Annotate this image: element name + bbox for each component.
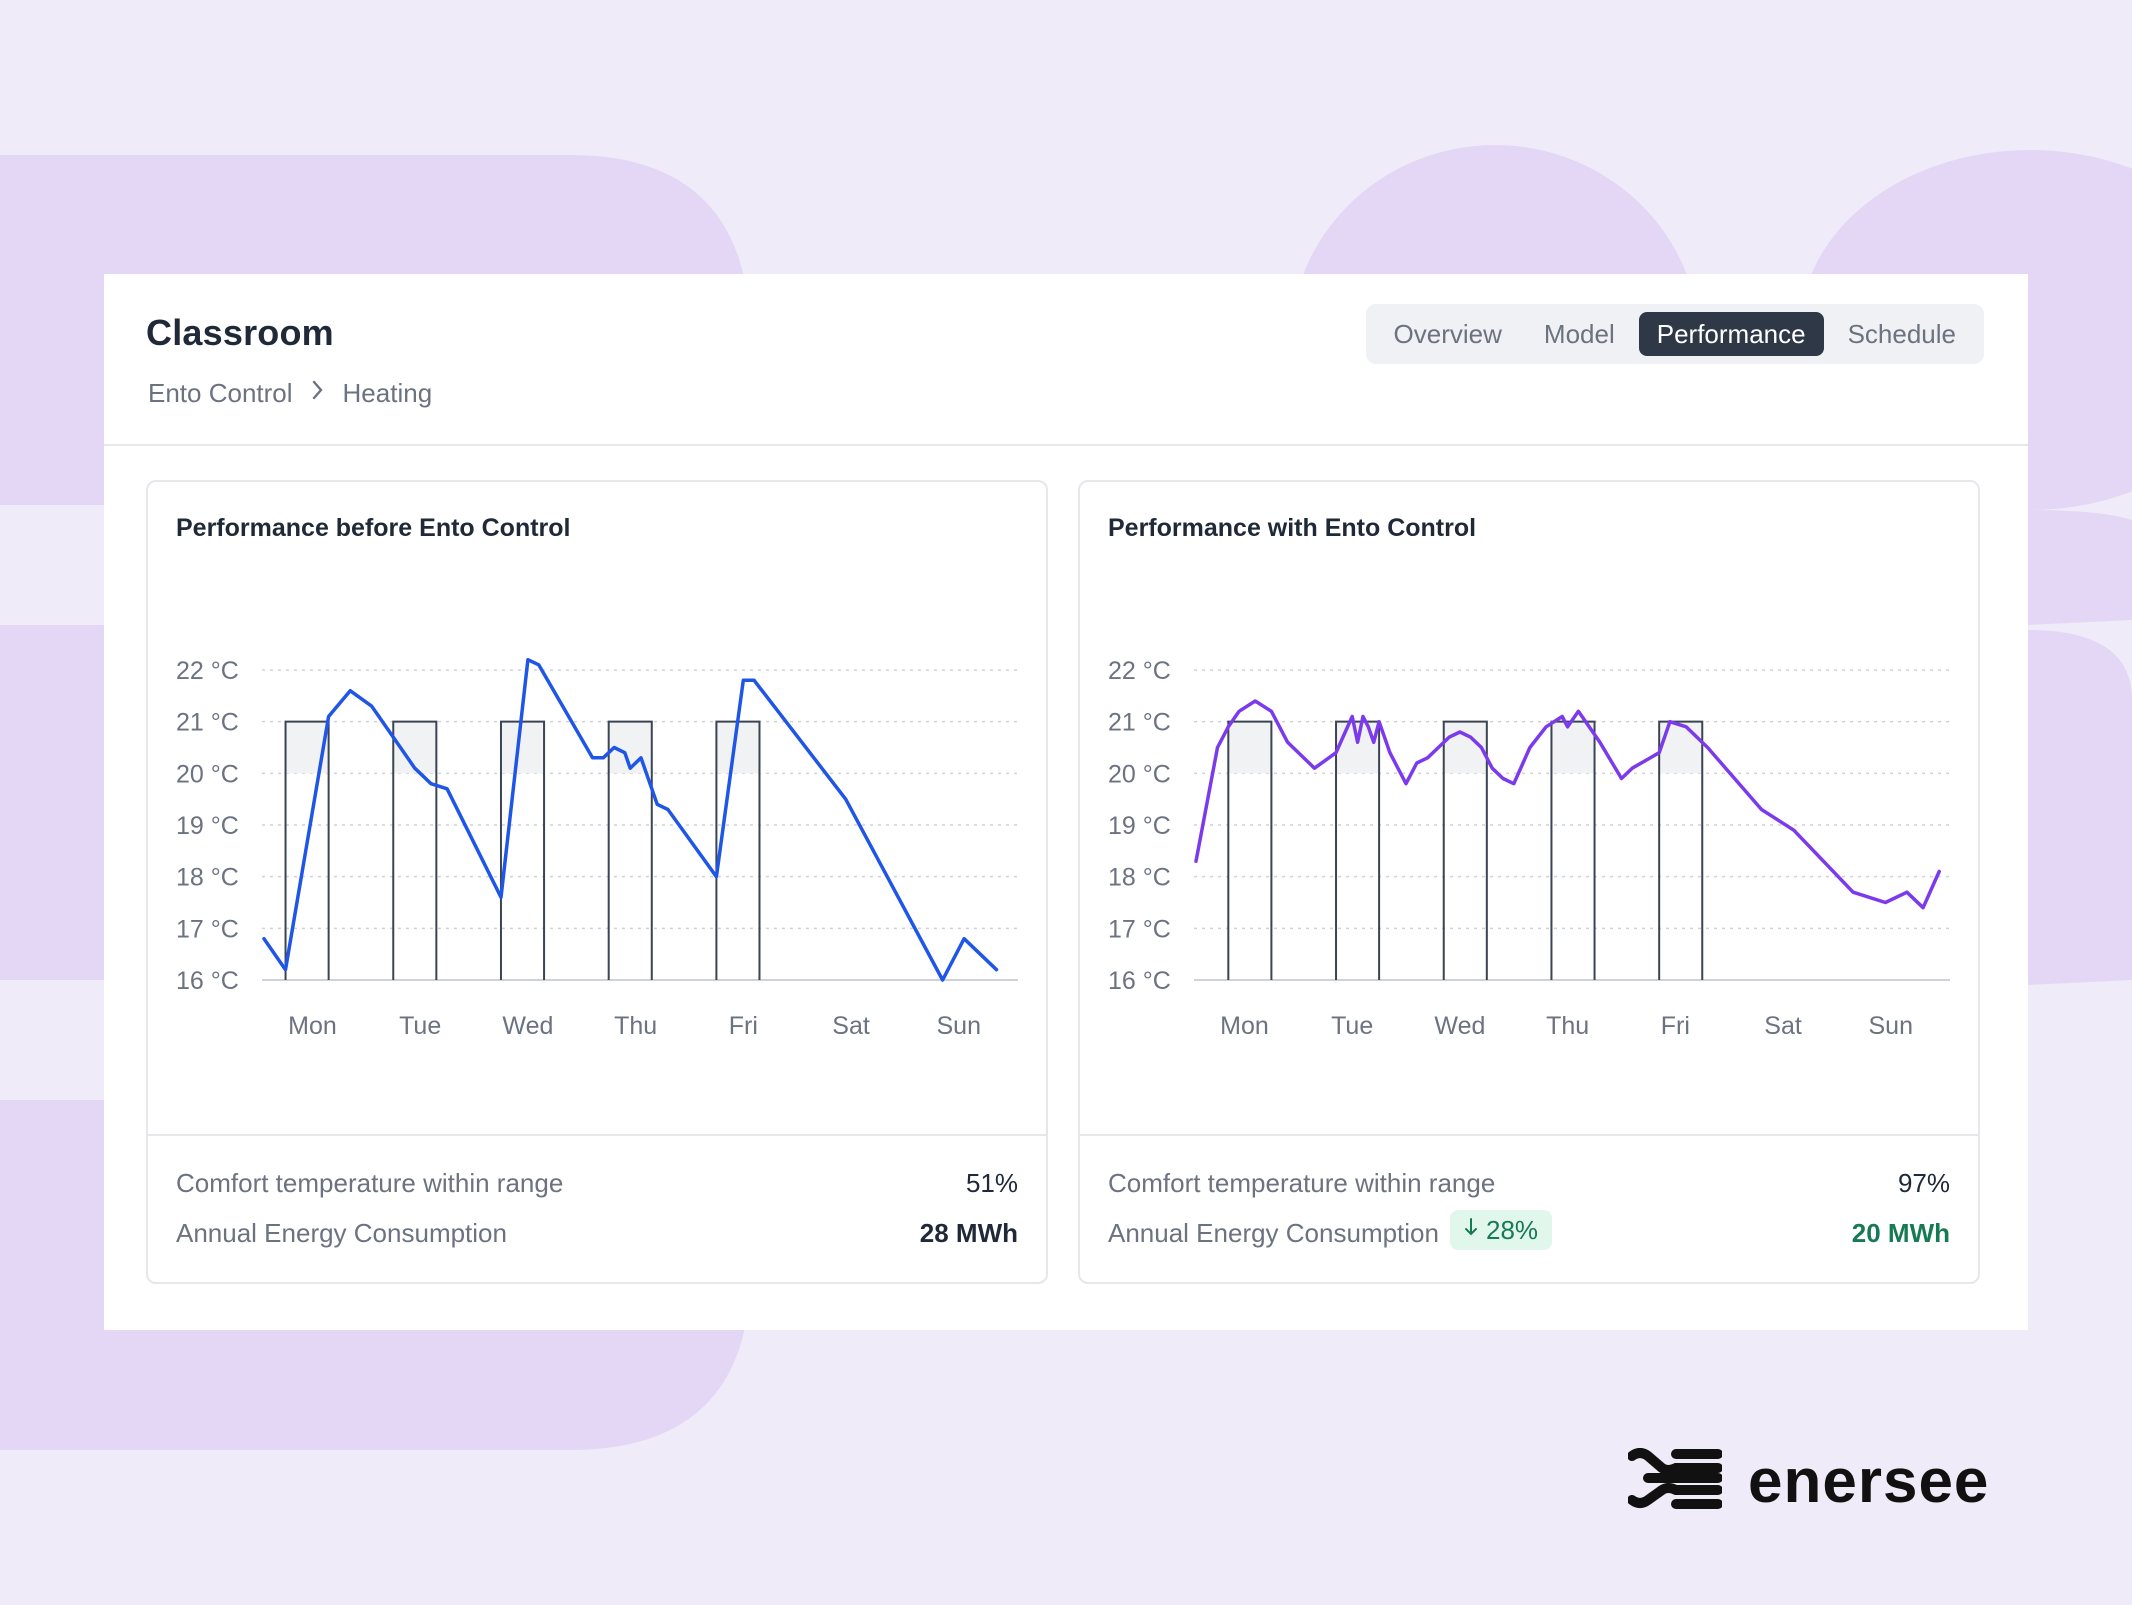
y-tick-label: 18 °C: [1108, 864, 1171, 892]
comfort-value: 97%: [1897, 1168, 1950, 1198]
panel-with: Performance with Ento Control 22 °C 21 °C…: [1078, 480, 1980, 1284]
tab-performance[interactable]: Performance: [1638, 312, 1824, 356]
tab-bar: Overview Model Performance Schedule: [1365, 304, 1984, 364]
logo-wordmark: enersee: [1748, 1447, 1990, 1516]
enersee-logo: enersee: [1627, 1446, 1990, 1517]
schedule-block: [1335, 720, 1381, 980]
x-tick-label: Sun: [1869, 1012, 1913, 1040]
comfort-label: Comfort temperature within range: [1108, 1168, 1496, 1198]
chevron-right-icon: [311, 379, 325, 408]
breadcrumb: Ento Control Heating: [148, 378, 432, 409]
y-tick-label: 21 °C: [1108, 709, 1171, 737]
comfort-band: [1228, 721, 1272, 774]
y-tick-label: 22 °C: [176, 657, 239, 685]
y-tick-label: 22 °C: [1108, 657, 1171, 685]
main-card: Classroom Ento Control Heating Overview …: [104, 274, 2028, 1330]
y-tick-label: 16 °C: [176, 967, 239, 995]
y-tick-label: 19 °C: [176, 812, 239, 840]
tab-model[interactable]: Model: [1543, 319, 1615, 349]
comfort-band: [1551, 721, 1595, 774]
y-tick-label: 18 °C: [176, 864, 239, 892]
energy-label: Annual Energy Consumption: [176, 1218, 507, 1248]
x-tick-label: Fri: [1661, 1012, 1690, 1040]
panel-title: Performance with Ento Control: [1108, 514, 1477, 542]
y-tick-label: 20 °C: [176, 760, 239, 788]
comfort-value: 51%: [965, 1168, 1018, 1198]
temperature-series-line: [1194, 699, 1941, 910]
schedule-block: [284, 720, 330, 980]
y-tick-label: 17 °C: [176, 915, 239, 943]
panel-divider: [148, 1134, 1046, 1136]
y-tick-label: 16 °C: [1108, 967, 1171, 995]
schedule-block: [607, 720, 653, 980]
temperature-series-line: [262, 657, 999, 982]
x-tick-label: Tue: [399, 1012, 441, 1040]
x-tick-label: Fri: [729, 1012, 758, 1040]
panel-title: Performance before Ento Control: [176, 514, 571, 542]
breadcrumb-item-ento-control[interactable]: Ento Control: [148, 378, 293, 408]
schedule-block: [1227, 720, 1273, 980]
x-tick-label: Mon: [1220, 1012, 1269, 1040]
enersee-logo-icon: [1627, 1448, 1723, 1515]
x-tick-label: Wed: [1434, 1012, 1485, 1040]
tab-overview[interactable]: Overview: [1393, 319, 1502, 349]
header-divider: [104, 444, 2028, 446]
page-title: Classroom: [146, 312, 334, 353]
y-tick-label: 21 °C: [176, 709, 239, 737]
panel-divider: [1080, 1134, 1978, 1136]
schedule-block: [1442, 720, 1488, 980]
breadcrumb-item-heating[interactable]: Heating: [342, 378, 433, 408]
x-tick-label: Thu: [614, 1012, 657, 1040]
x-tick-label: Sat: [832, 1012, 870, 1040]
schedule-block: [1658, 720, 1704, 980]
x-tick-label: Mon: [288, 1012, 337, 1040]
x-tick-label: Sat: [1764, 1012, 1802, 1040]
comfort-label: Comfort temperature within range: [176, 1168, 564, 1198]
energy-label: Annual Energy Consumption: [1108, 1218, 1439, 1248]
y-tick-label: 17 °C: [1108, 915, 1171, 943]
x-tick-label: Tue: [1331, 1012, 1373, 1040]
energy-value: 20 MWh: [1851, 1218, 1950, 1248]
energy-change-value: 28%: [1486, 1214, 1539, 1245]
x-tick-label: Thu: [1546, 1012, 1589, 1040]
arrow-down-icon: [1464, 1217, 1478, 1243]
chart-with: 22 °C 21 °C 20 °C 19 °C 18 °C 17 °C 16 °C Mon Tu…: [1108, 657, 1950, 1040]
chart-before: 22 °C 21 °C 20 °C 19 °C 18 °C 17 °C 16 °C Mon Tu…: [176, 657, 1018, 1040]
y-tick-label: 19 °C: [1108, 812, 1171, 840]
comfort-band: [1336, 721, 1380, 774]
x-tick-label: Wed: [502, 1012, 553, 1040]
comfort-band: [500, 721, 545, 774]
y-tick-label: 20 °C: [1108, 760, 1171, 788]
tab-schedule[interactable]: Schedule: [1847, 319, 1956, 349]
x-tick-label: Sun: [937, 1012, 981, 1040]
schedule-block: [392, 720, 438, 980]
panel-before: Performance before Ento Control 22 °C 21 …: [146, 480, 1048, 1284]
energy-change-badge: 28%: [1450, 1210, 1553, 1250]
energy-value: 28 MWh: [919, 1218, 1018, 1248]
